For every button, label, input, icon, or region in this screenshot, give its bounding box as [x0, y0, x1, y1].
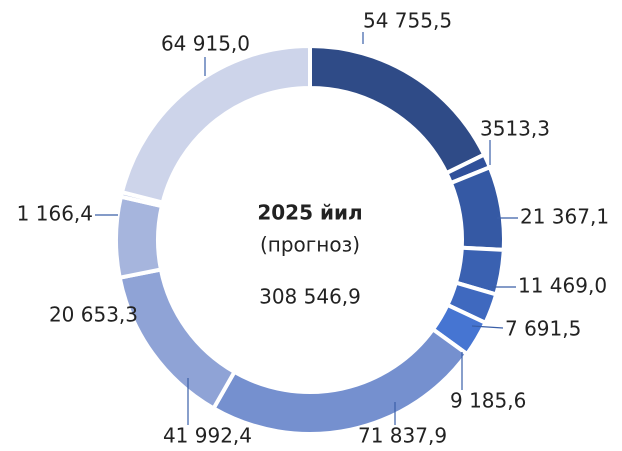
- data-label: 3513,3: [480, 117, 550, 141]
- donut-slice: [114, 194, 165, 281]
- data-label: 9 185,6: [450, 389, 526, 413]
- data-label: 11 469,0: [518, 274, 607, 298]
- data-label: 21 367,1: [520, 205, 609, 229]
- center-total: 308 546,9: [259, 285, 361, 309]
- donut-slice: [117, 267, 238, 412]
- donut-slice: [448, 164, 506, 252]
- data-label: 71 837,9: [358, 424, 447, 448]
- donut-slice: [308, 43, 487, 176]
- data-label: 54 755,5: [363, 9, 452, 33]
- donut-slice: [119, 43, 312, 205]
- center-subtitle: (прогноз): [260, 233, 360, 257]
- data-label: 41 992,4: [163, 424, 252, 448]
- leader-line: [471, 325, 504, 329]
- data-label: 64 915,0: [161, 32, 250, 56]
- data-label: 20 653,3: [49, 303, 138, 327]
- data-label: 1 166,4: [17, 202, 93, 226]
- donut-slice: [210, 326, 470, 436]
- data-label: 7 691,5: [505, 317, 581, 341]
- center-title: 2025 йил: [257, 201, 362, 225]
